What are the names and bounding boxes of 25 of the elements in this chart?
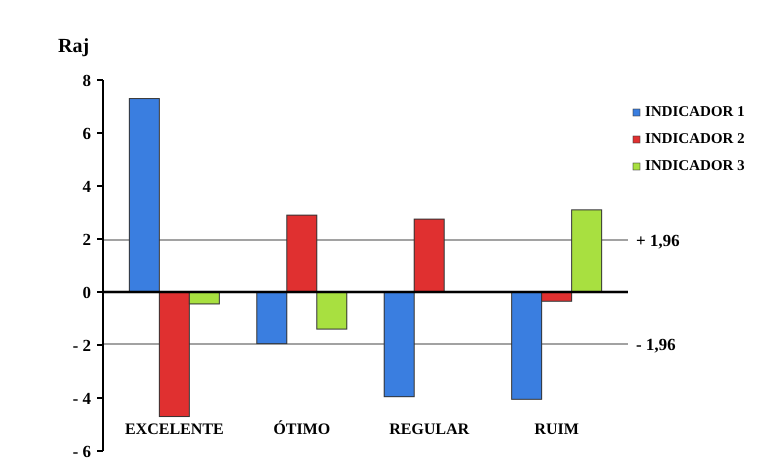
bar	[384, 292, 415, 398]
x-tick-label: RUIM	[534, 421, 579, 438]
y-tick-label: 4	[82, 177, 92, 196]
legend-label: INDICADOR 2	[645, 131, 745, 147]
bar	[316, 292, 348, 330]
y-tick-label: 8	[82, 71, 91, 90]
bar	[286, 214, 318, 292]
bar	[256, 292, 288, 344]
legend-label: INDICADOR 3	[645, 158, 745, 174]
bar	[128, 98, 160, 292]
y-tick-label: 6	[82, 124, 91, 143]
x-tick-label: EXCELENTE	[125, 421, 224, 438]
y-tick-label: - 6	[72, 442, 91, 461]
bar	[571, 209, 602, 292]
x-tick-label: REGULAR	[389, 421, 470, 438]
y-tick-label: - 4	[72, 389, 92, 408]
x-tick-label: ÓTIMO	[273, 420, 330, 438]
ref-line-label: + 1,96	[636, 231, 680, 250]
ref-line-label: - 1,96	[636, 334, 676, 354]
bar	[414, 218, 445, 292]
y-axis-title: Raj	[58, 35, 90, 57]
y-tick-label: 2	[82, 230, 91, 249]
legend-label: INDICADOR 1	[645, 104, 745, 120]
y-tick-label: - 2	[72, 336, 91, 355]
y-tick-label: 0	[82, 283, 91, 302]
